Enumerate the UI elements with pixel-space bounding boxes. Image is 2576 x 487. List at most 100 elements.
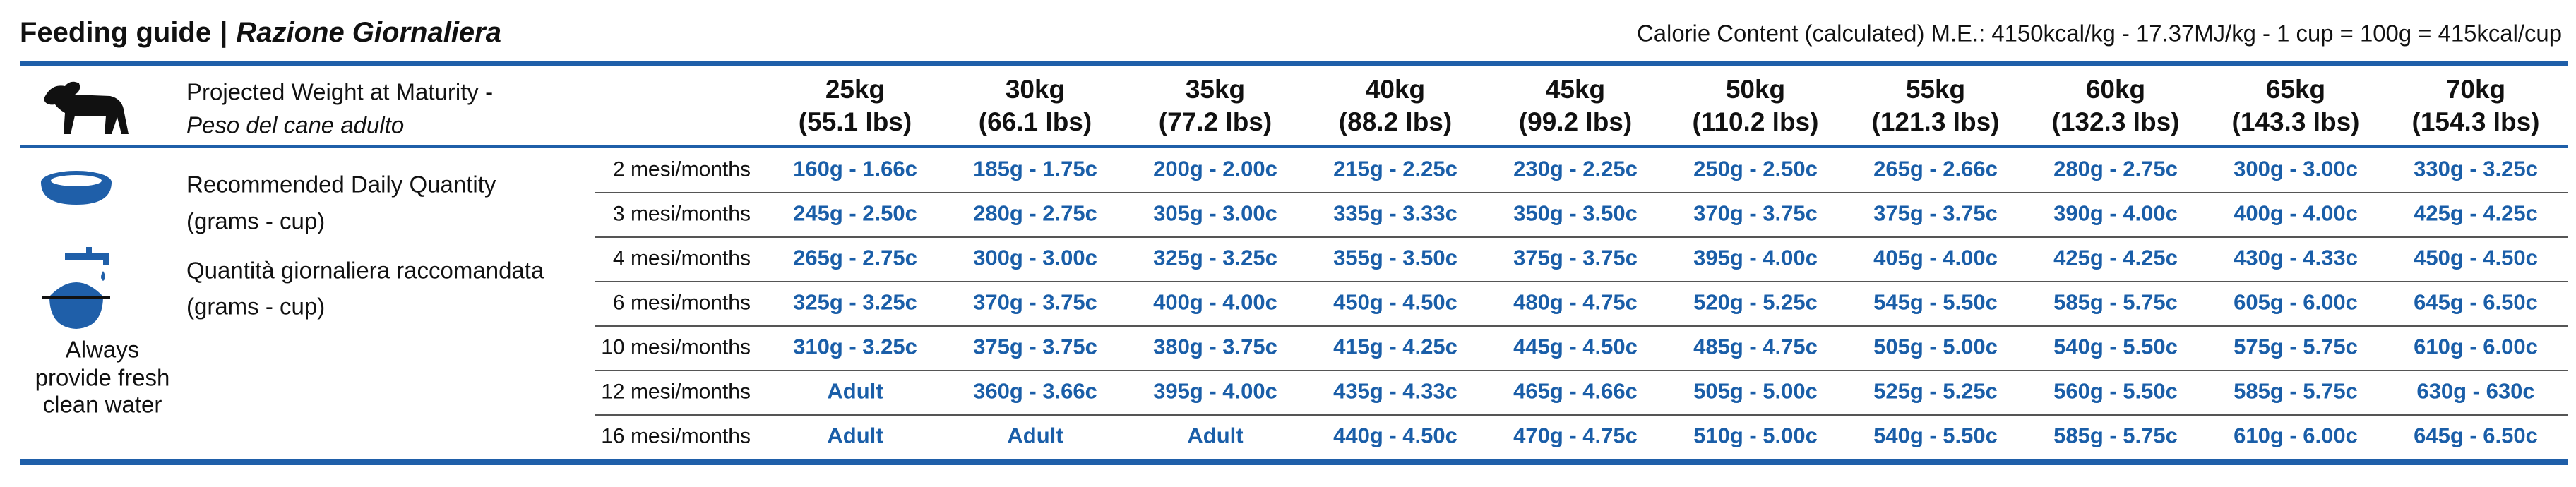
column-kg: 50kg (1726, 75, 1785, 104)
weight-label: Projected Weight at Maturity - (186, 79, 493, 105)
bottom-rule (20, 459, 2568, 465)
quantity-cell: 405g - 4.00c (1873, 246, 1998, 270)
bowl-base (41, 182, 112, 205)
column-lbs: (121.3 lbs) (1872, 107, 2000, 136)
column-lbs: (154.3 lbs) (2412, 107, 2540, 136)
age-label: 10 mesi/months (601, 335, 751, 359)
quantity-cell: 465g - 4.66c (1513, 379, 1638, 404)
column-lbs: (143.3 lbs) (2232, 107, 2360, 136)
quantity-cell: 360g - 3.66c (973, 379, 1097, 404)
water-note: Always (66, 337, 140, 363)
water-drop (101, 271, 105, 281)
quantity-cell: 350g - 3.50c (1513, 201, 1638, 226)
quantity-cell: 505g - 5.00c (1873, 335, 1998, 359)
quantity-cell: 375g - 3.75c (1873, 201, 1998, 226)
header-rule (20, 145, 2568, 148)
quantity-cell: 380g - 3.75c (1153, 335, 1277, 359)
column-kg: 60kg (2086, 75, 2145, 104)
column-lbs: (88.2 lbs) (1339, 107, 1452, 136)
title-line: Feeding guide | Razione Giornaliera (20, 17, 501, 48)
column-kg: 25kg (825, 75, 885, 104)
quantity-cell: Adult (827, 379, 883, 404)
quantity-cell: 400g - 4.00c (1153, 290, 1277, 315)
quantity-cell: 325g - 3.25c (793, 290, 917, 315)
quantity-cell: 325g - 3.25c (1153, 246, 1277, 270)
quantity-cell: Adult (1187, 423, 1243, 448)
quantity-cell: 610g - 6.00c (2414, 335, 2538, 359)
column-kg: 40kg (1366, 75, 1425, 104)
quantity-cell: 160g - 1.66c (793, 157, 917, 181)
quantity-cell: 390g - 4.00c (2053, 201, 2178, 226)
quantity-cell: 525g - 5.25c (1873, 379, 1998, 404)
quantity-cell: 545g - 5.50c (1873, 290, 1998, 315)
column-lbs: (99.2 lbs) (1519, 107, 1632, 136)
quantity-cell: 230g - 2.25c (1513, 157, 1638, 181)
quantity-cell: 415g - 4.25c (1333, 335, 1457, 359)
quantity-cell: 425g - 4.25c (2414, 201, 2538, 226)
title: Feeding guide (20, 17, 211, 48)
column-kg: 35kg (1186, 75, 1245, 104)
quantity-cell: 445g - 4.50c (1513, 335, 1638, 359)
calorie-content: Calorie Content (calculated) M.E.: 4150k… (1637, 20, 2562, 47)
bowl-rim (51, 175, 102, 186)
quantity-cell: 310g - 3.25c (793, 335, 917, 359)
quantity-cell: Adult (1007, 423, 1063, 448)
quantity-cell: Adult (827, 423, 883, 448)
quantity-cell: 250g - 2.50c (1693, 157, 1818, 181)
quantity-cell: 540g - 5.50c (1873, 423, 1998, 448)
quantity-cell: 370g - 3.75c (973, 290, 1097, 315)
quantity-label-it: Quantità giornaliera raccomandata (186, 258, 544, 284)
quantity-cell: 300g - 3.00c (2234, 157, 2358, 181)
quantity-cell: 585g - 5.75c (2234, 379, 2358, 404)
quantity-cell: 200g - 2.00c (1153, 157, 1277, 181)
quantity-cell: 540g - 5.50c (2053, 335, 2178, 359)
quantity-cell: 645g - 6.50c (2414, 423, 2538, 448)
quantity-cell: 510g - 5.00c (1693, 423, 1818, 448)
quantity-cell: 215g - 2.25c (1333, 157, 1457, 181)
quantity-cell: 400g - 4.00c (2234, 201, 2358, 226)
quantity-cell: 305g - 3.00c (1153, 201, 1277, 226)
quantity-cell: 280g - 2.75c (2053, 157, 2178, 181)
quantity-cell: 485g - 4.75c (1693, 335, 1818, 359)
water-note: clean water (43, 392, 162, 418)
tap-icon (65, 247, 109, 265)
quantity-cell: 630g - 630c (2416, 379, 2534, 404)
quantity-cell: 585g - 5.75c (2053, 290, 2178, 315)
quantity-cell: 355g - 3.50c (1333, 246, 1457, 270)
quantity-cell: 505g - 5.00c (1693, 379, 1818, 404)
column-kg: 30kg (1006, 75, 1065, 104)
dog-icon (44, 81, 129, 134)
subtitle: Razione Giornaliera (236, 17, 501, 48)
quantity-cell: 375g - 3.75c (973, 335, 1097, 359)
quantity-cell: 585g - 5.75c (2053, 423, 2178, 448)
quantity-cell: 435g - 4.33c (1333, 379, 1457, 404)
column-kg: 45kg (1546, 75, 1605, 104)
quantity-cell: 470g - 4.75c (1513, 423, 1638, 448)
quantity-cell: 265g - 2.75c (793, 246, 917, 270)
column-kg: 70kg (2446, 75, 2505, 104)
quantity-cell: 645g - 6.50c (2414, 290, 2538, 315)
quantity-cell: 300g - 3.00c (973, 246, 1097, 270)
quantity-cell: 520g - 5.25c (1693, 290, 1818, 315)
top-rule (20, 61, 2568, 66)
quantity-cell: 440g - 4.50c (1333, 423, 1457, 448)
quantity-cell: 450g - 4.50c (2414, 246, 2538, 270)
quantity-cell: 375g - 3.75c (1513, 246, 1638, 270)
quantity-cell: 245g - 2.50c (793, 201, 917, 226)
quantity-cell: 395g - 4.00c (1693, 246, 1818, 270)
quantity-unit: (grams - cup) (186, 208, 325, 234)
age-label: 3 mesi/months (613, 202, 751, 225)
quantity-cell: 395g - 4.00c (1153, 379, 1277, 404)
quantity-cell: 280g - 2.75c (973, 201, 1097, 226)
age-label: 16 mesi/months (601, 424, 751, 447)
quantity-cell: 450g - 4.50c (1333, 290, 1457, 315)
age-label: 4 mesi/months (613, 246, 751, 270)
quantity-cell: 370g - 3.75c (1693, 201, 1818, 226)
column-lbs: (55.1 lbs) (799, 107, 912, 136)
column-kg: 55kg (1906, 75, 1965, 104)
column-lbs: (66.1 lbs) (979, 107, 1092, 136)
quantity-cell: 605g - 6.00c (2234, 290, 2358, 315)
column-lbs: (110.2 lbs) (1693, 107, 1819, 136)
quantity-cell: 425g - 4.25c (2053, 246, 2178, 270)
